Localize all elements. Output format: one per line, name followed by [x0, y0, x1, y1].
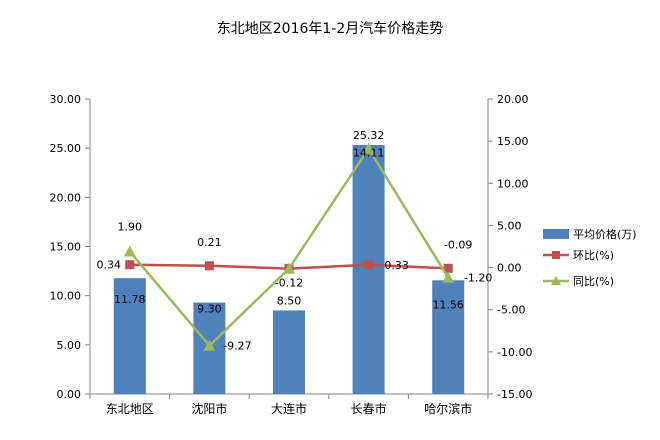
right-axis-tick-label: -10.00: [497, 346, 532, 359]
left-axis-tick-label: 25.00: [50, 142, 82, 155]
right-axis-tick-label: -15.00: [497, 388, 532, 401]
legend-entry-label: 平均价格(万): [573, 227, 637, 241]
left-axis-tick-label: 15.00: [50, 241, 82, 254]
legend-swatch-bar: [543, 229, 569, 239]
lines: [123, 142, 455, 351]
legend: 平均价格(万) 环比(%) 同比(%): [543, 227, 637, 288]
right-axis-tick-label: 20.00: [497, 93, 529, 106]
legend-entry-label: 环比(%): [573, 249, 614, 262]
yoy-marker: [283, 262, 295, 274]
right-axis-tick-label: 0.00: [497, 262, 522, 275]
right-axis-tick-label: 10.00: [497, 177, 529, 190]
mom-value-label: 0.21: [197, 236, 222, 249]
legend-marker-triangle: [551, 276, 561, 285]
bar-value-label: 8.50: [277, 294, 302, 307]
bar-value-label: 25.32: [353, 129, 385, 142]
x-axis-category-label: 沈阳市: [191, 401, 227, 416]
x-axis-category-label: 大连市: [271, 401, 307, 416]
left-axis-tick-label: 10.00: [50, 290, 82, 303]
bar-avg-price: [113, 278, 146, 394]
mom-value-label: 0.33: [384, 259, 409, 272]
left-axis-tick-label: 5.00: [57, 339, 82, 352]
mom-value-label: 0.34: [97, 259, 122, 272]
legend-marker-square: [552, 251, 560, 259]
yoy-value-label: 14.11: [353, 147, 385, 160]
x-axis-category-label: 哈尔滨市: [424, 401, 472, 416]
mom-marker: [443, 263, 453, 273]
left-axis-tick-label: 20.00: [50, 191, 82, 204]
right-axis-tick-label: -5.00: [497, 304, 525, 317]
bar-value-label: 9.30: [197, 303, 222, 316]
mom-value-label: -0.12: [275, 277, 303, 290]
yoy-marker: [203, 339, 216, 351]
chart-title: 东北地区2016年1-2月汽车价格走势: [217, 20, 444, 37]
left-axis-tick-label: 0.00: [57, 388, 82, 401]
mom-marker: [204, 261, 214, 271]
yoy-marker: [442, 271, 455, 283]
mom-marker: [125, 260, 135, 270]
x-axis-category-label: 长春市: [351, 401, 387, 416]
yoy-marker: [362, 142, 375, 154]
yoy-value-label: 1.90: [118, 221, 143, 234]
bar-avg-price: [273, 310, 305, 394]
axes: 0.00 5.00 10.00 15.00 20.00 25.00 30.00 -15.00 -…: [50, 93, 533, 416]
x-axis-category-label: 东北地区: [106, 402, 154, 416]
mom-value-label: -0.09: [444, 238, 472, 251]
bar-value-label: 11.78: [114, 293, 146, 306]
yoy-value-label: -9.27: [223, 340, 251, 353]
right-axis-tick-label: 15.00: [497, 135, 529, 148]
bars: [113, 145, 465, 394]
yoy-marker: [123, 245, 136, 257]
yoy-value-label: -1.20: [464, 272, 492, 285]
legend-entry-label: 同比(%): [573, 275, 614, 288]
right-axis-tick-label: 5.00: [497, 219, 522, 232]
left-axis-tick-label: 30.00: [50, 93, 82, 106]
mom-marker: [364, 260, 374, 270]
bar-avg-price: [432, 280, 465, 394]
bar-value-label: 11.56: [432, 298, 464, 311]
data-labels: 11.78 9.30 8.50 25.32 11.56 0.34 0.21 -0.12 0.33…: [97, 129, 493, 353]
bar-avg-price: [352, 145, 385, 394]
